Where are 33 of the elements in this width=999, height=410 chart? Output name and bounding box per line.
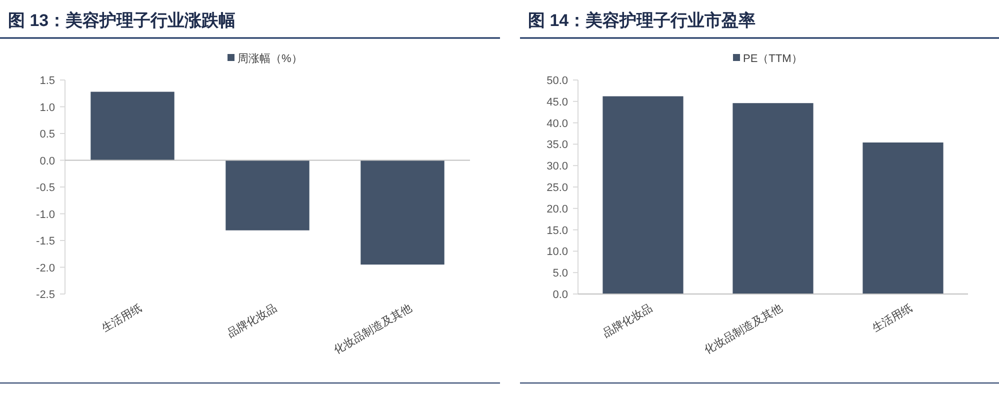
bar — [862, 142, 944, 294]
y-tick-label: -2.0 — [36, 262, 55, 274]
y-tick-label: -1.5 — [36, 236, 55, 248]
y-tick-label: -1.0 — [36, 208, 55, 221]
y-tick-label: 1.0 — [40, 102, 55, 114]
y-tick-label: 0.0 — [40, 155, 55, 168]
y-tick-label: 0.5 — [40, 128, 55, 140]
y-tick-label: 1.5 — [40, 75, 55, 87]
y-tick-label: 35.0 — [546, 139, 568, 152]
y-tick-label: 0.0 — [552, 289, 568, 301]
y-tick-label: 30.0 — [546, 160, 568, 173]
y-tick-label: 50.0 — [546, 75, 568, 87]
x-tick-label: 化妆品制造及其他 — [702, 301, 784, 357]
y-tick-label: 5.0 — [552, 268, 568, 280]
y-tick-label: 10.0 — [546, 246, 568, 258]
bar — [602, 96, 684, 294]
legend-label: 周涨幅（%） — [238, 53, 302, 65]
y-tick-label: 40.0 — [546, 118, 568, 130]
x-tick-label: 品牌化妆品 — [225, 302, 279, 340]
x-tick-label: 生活用纸 — [99, 301, 144, 335]
y-tick-label: -2.5 — [36, 289, 55, 301]
x-tick-label: 品牌化妆品 — [600, 302, 654, 340]
bar — [732, 103, 814, 294]
legend-label: PE（TTM） — [743, 53, 802, 65]
chart-title: 图 14：美容护理子行业市盈率 — [528, 11, 756, 30]
y-tick-label: -0.5 — [36, 182, 55, 194]
y-tick-label: 20.0 — [546, 203, 568, 216]
y-tick-label: 25.0 — [546, 182, 568, 194]
y-tick-label: 45.0 — [546, 96, 568, 108]
chart-title: 图 13：美容护理子行业涨跌幅 — [8, 11, 236, 30]
x-tick-label: 生活用纸 — [870, 301, 914, 335]
y-tick-label: 15.0 — [546, 224, 568, 237]
x-tick-label: 化妆品制造及其他 — [331, 301, 414, 357]
